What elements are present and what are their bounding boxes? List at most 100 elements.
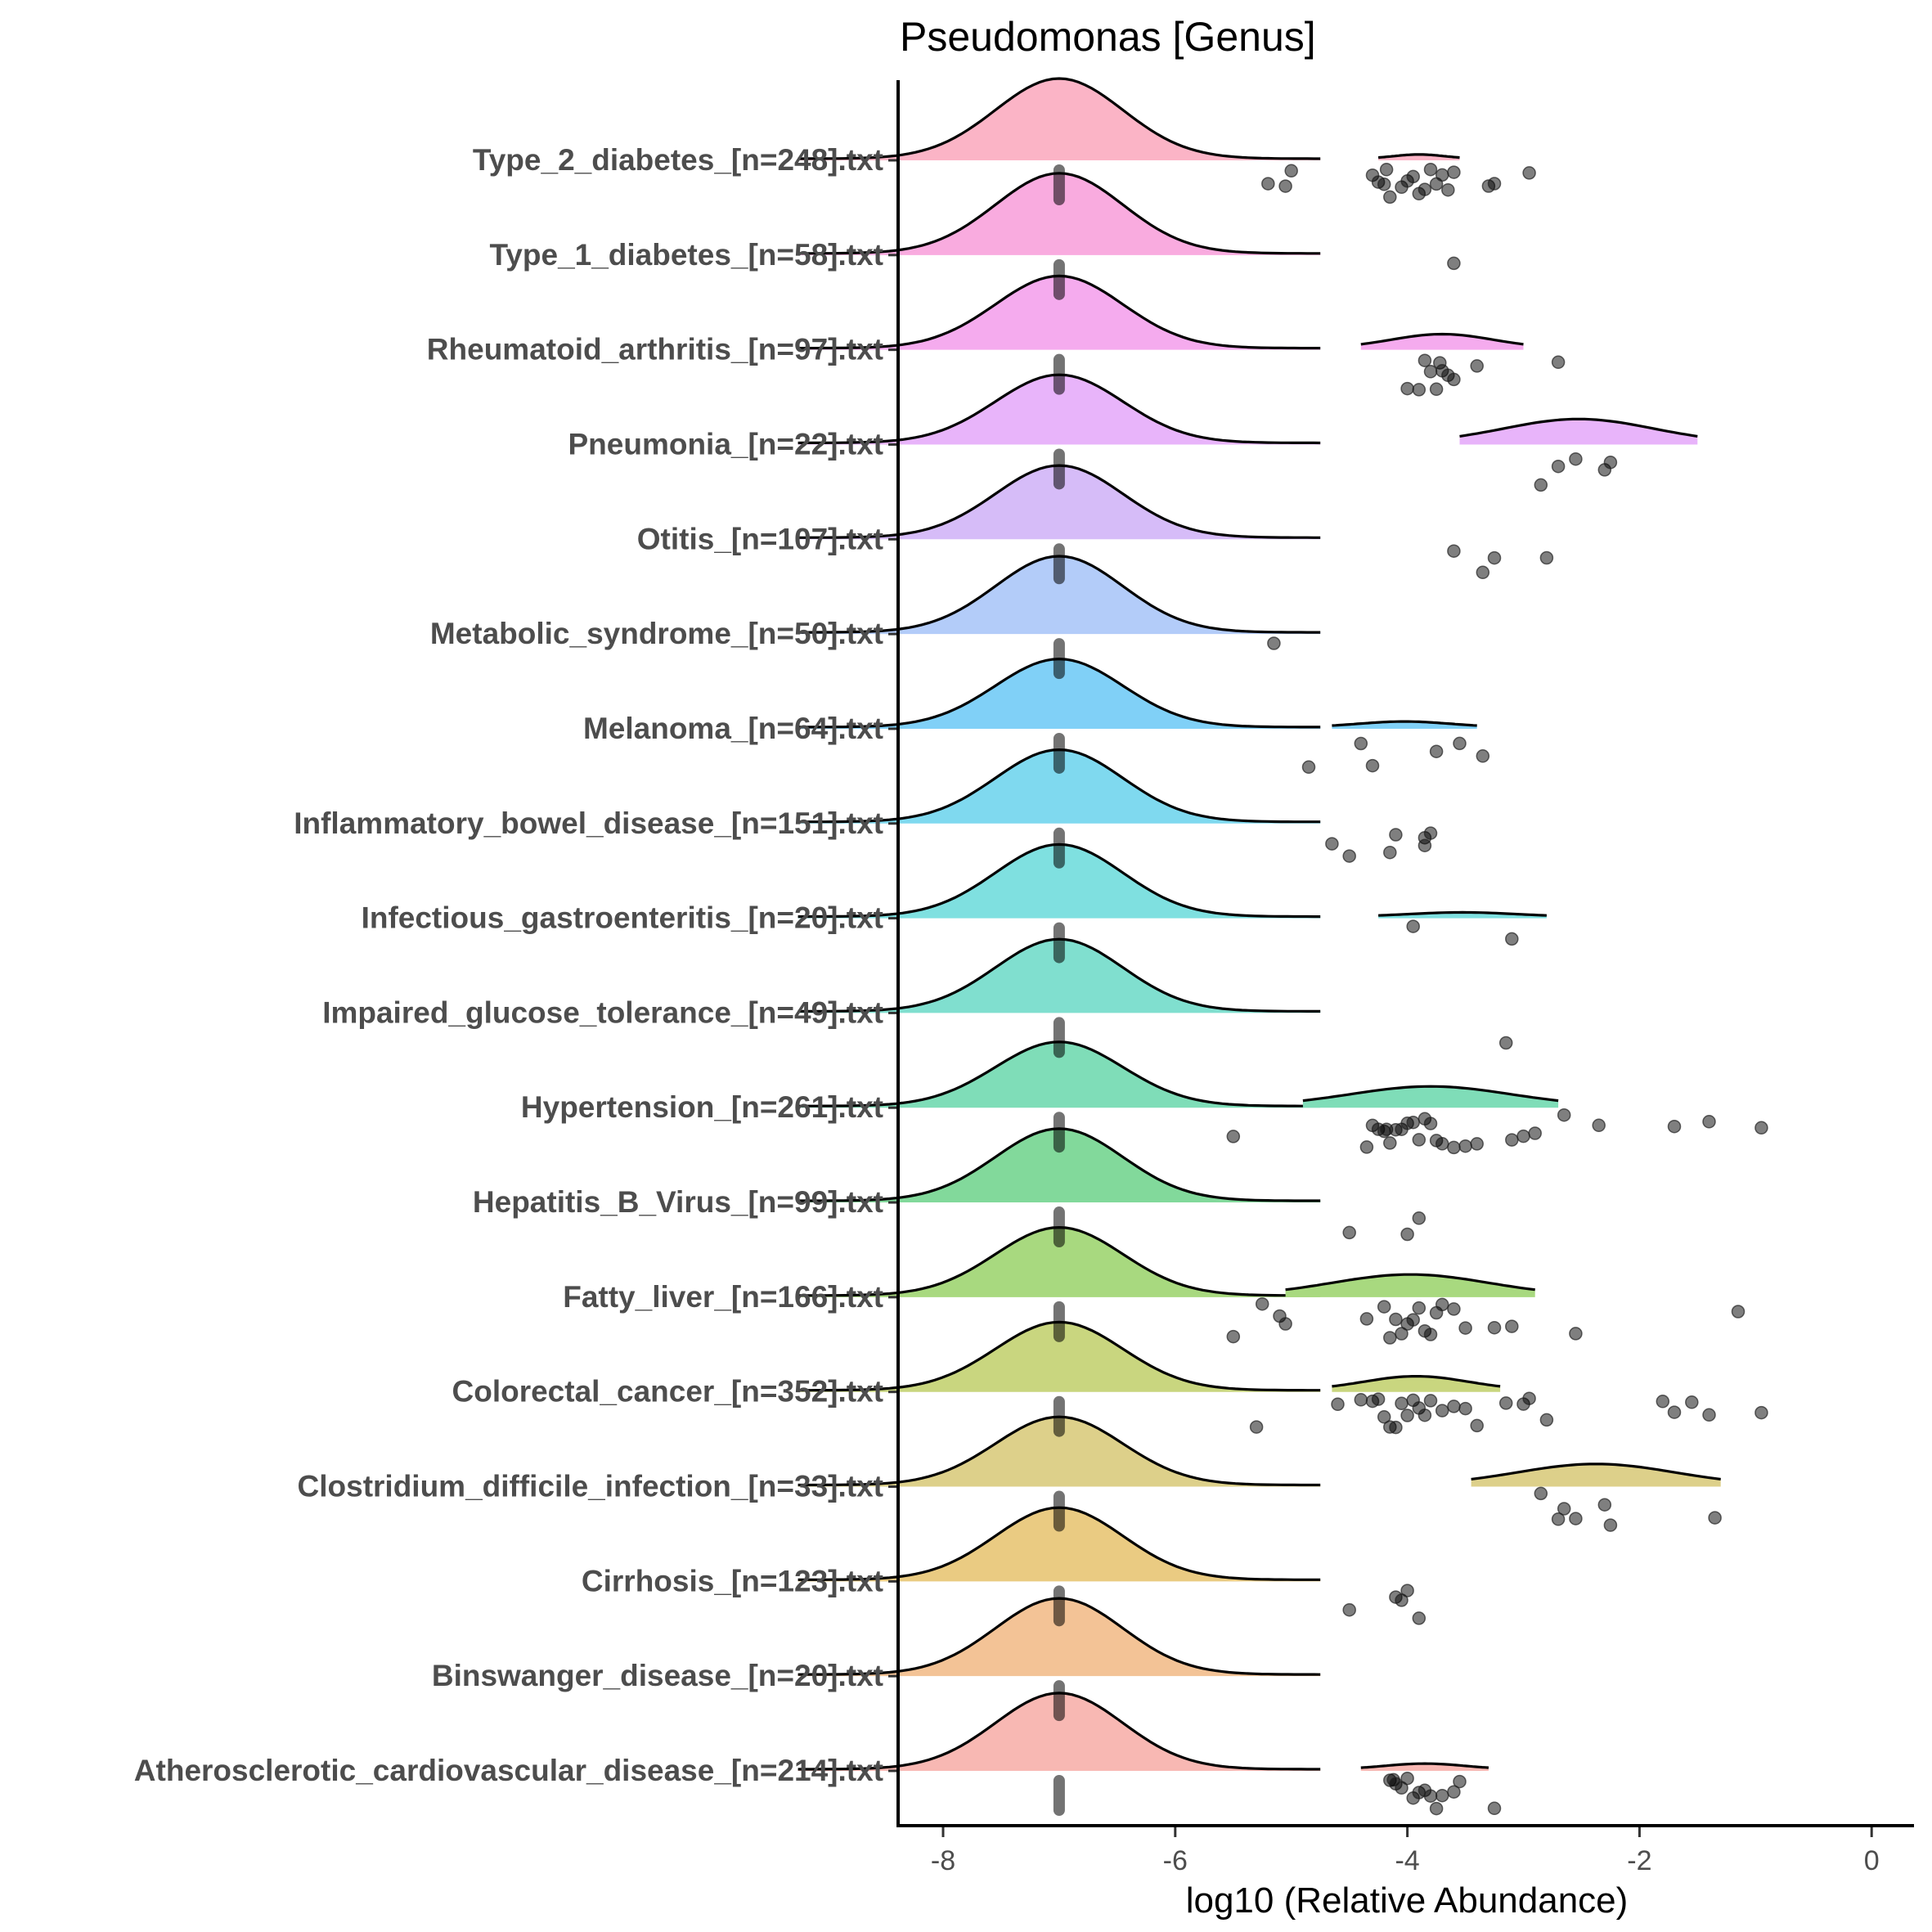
data-point — [1371, 1392, 1386, 1406]
data-point — [1379, 163, 1394, 177]
data-point — [1395, 1327, 1409, 1341]
density-fill-16 — [798, 1598, 1321, 1677]
density-fill-8 — [798, 844, 1321, 919]
data-point — [1226, 1130, 1241, 1143]
density-fill-1 — [798, 173, 1321, 255]
y-tick-label: Metabolic_syndrome_[n=50].txt — [430, 617, 883, 650]
x-axis-label: log10 (Relative Abundance) — [1186, 1880, 1629, 1921]
data-point — [1400, 381, 1414, 396]
data-point — [1389, 1312, 1403, 1327]
data-point — [1667, 1119, 1682, 1134]
data-point — [1551, 1512, 1566, 1526]
data-point — [1278, 179, 1292, 193]
data-point — [1389, 828, 1403, 842]
data-point — [1412, 1133, 1427, 1147]
data-point — [1470, 1137, 1484, 1151]
data-point — [1400, 1584, 1414, 1597]
data-point — [1359, 1312, 1374, 1326]
y-tick-label: Hepatitis_B_Virus_[n=99].txt — [473, 1185, 883, 1219]
density-fill-15 — [798, 1507, 1321, 1582]
data-point — [1325, 837, 1339, 851]
density-fill-7 — [798, 749, 1321, 824]
data-point — [1708, 1511, 1722, 1525]
data-point — [1278, 1317, 1292, 1331]
density-fill-11 — [798, 1128, 1321, 1203]
data-point — [1406, 1313, 1420, 1327]
data-point — [1447, 165, 1461, 179]
data-point — [1702, 1408, 1716, 1422]
data-point — [1412, 383, 1427, 397]
data-point — [1383, 845, 1397, 860]
data-point — [1429, 744, 1444, 758]
y-tick-label: Atherosclerotic_cardiovascular_disease_[… — [134, 1754, 883, 1787]
y-tick-label: Type_2_diabetes_[n=248].txt — [473, 143, 883, 177]
density-fill-12 — [798, 1227, 1321, 1297]
data-point — [1418, 838, 1432, 852]
density-outline-0 — [798, 77, 1321, 160]
minor-density-fill-13 — [1332, 1376, 1501, 1392]
data-point — [1592, 1118, 1606, 1133]
data-point — [1447, 1785, 1461, 1799]
data-point — [1755, 1121, 1768, 1135]
y-tick-label: Hypertension_[n=261].txt — [521, 1090, 883, 1124]
points-layer — [1053, 162, 1768, 1816]
data-point — [1423, 162, 1438, 177]
data-point — [1383, 190, 1397, 204]
data-point — [1557, 1502, 1571, 1516]
data-point — [1569, 1512, 1583, 1525]
minor-density-fill-3 — [1459, 419, 1698, 445]
data-point — [1458, 1321, 1472, 1335]
data-point — [1354, 736, 1368, 751]
data-point — [1423, 826, 1438, 840]
y-tick-label: Type_1_diabetes_[n=58].txt — [489, 238, 883, 272]
y-axis-labels: Type_2_diabetes_[n=248].txt Type_1_diabet… — [134, 143, 898, 1787]
data-point — [1476, 749, 1490, 763]
data-point — [1447, 372, 1461, 387]
data-point — [1377, 177, 1391, 191]
minor-density-outline-17 — [1360, 1762, 1489, 1769]
y-tick-label: Clostridium_difficile_infection_[n=33].t… — [298, 1470, 883, 1503]
data-point — [1435, 1788, 1449, 1803]
data-point — [1447, 1302, 1461, 1316]
data-point — [1441, 182, 1455, 197]
data-point — [1389, 1420, 1403, 1435]
data-point — [1447, 544, 1461, 558]
y-tick-label: Colorectal_cancer_[n=352].txt — [452, 1375, 884, 1409]
y-tick-label: Melanoma_[n=64].txt — [583, 712, 883, 745]
data-point — [1487, 550, 1502, 565]
data-point — [1447, 256, 1461, 271]
data-point — [1498, 1036, 1513, 1050]
x-tick-label: -4 — [1395, 1845, 1419, 1876]
data-point — [1505, 932, 1519, 946]
minor-density-outline-12 — [1285, 1273, 1535, 1292]
data-point — [1406, 1115, 1420, 1130]
data-point — [1534, 478, 1548, 492]
data-point — [1458, 1401, 1472, 1416]
data-point — [1505, 1319, 1519, 1333]
x-tick-label: -8 — [931, 1845, 955, 1876]
x-axis-ticks: -8 -6 -4 -2 0 — [931, 1827, 1880, 1876]
y-tick-label: Binswanger_disease_[n=20].txt — [432, 1659, 883, 1692]
data-point — [1406, 169, 1420, 184]
y-tick-label: Infectious_gastroenteritis_[n=20].txt — [362, 901, 883, 935]
y-tick-label: Inflammatory_bowel_disease_[n=151].txt — [294, 806, 883, 840]
data-point — [1557, 1108, 1571, 1122]
data-point — [1447, 1400, 1461, 1413]
data-point — [1301, 760, 1316, 775]
data-point — [1551, 355, 1566, 370]
density-fill-4 — [798, 465, 1321, 540]
minor-density-outline-0 — [1377, 153, 1460, 160]
data-point — [1395, 1396, 1409, 1411]
data-point — [1476, 565, 1490, 580]
data-point — [1522, 166, 1536, 180]
data-point — [1267, 636, 1281, 650]
data-point — [1534, 1486, 1548, 1501]
data-point — [1435, 1404, 1449, 1418]
y-tick-label: Cirrhosis_[n=123].txt — [582, 1564, 883, 1597]
density-fill-9 — [798, 939, 1321, 1013]
data-point — [1354, 1393, 1368, 1407]
data-point — [1656, 1395, 1670, 1409]
x-tick-label: 0 — [1864, 1845, 1880, 1876]
data-point — [1487, 1320, 1502, 1335]
